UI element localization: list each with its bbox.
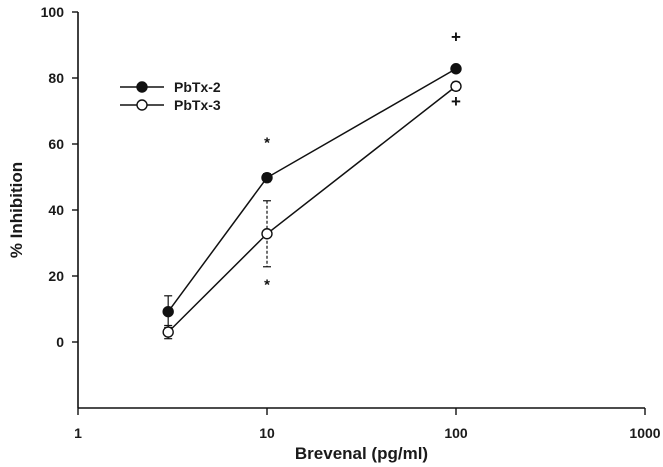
- y-tick-label: 100: [41, 4, 65, 20]
- legend-marker-pbtx-2: [136, 81, 148, 93]
- legend-label-pbtx-2: PbTx-2: [174, 79, 221, 95]
- data-point-pbtx-3: [450, 80, 462, 92]
- annotation-mark: +: [451, 92, 461, 111]
- y-tick-label: 20: [48, 268, 64, 284]
- y-tick-label: 60: [48, 136, 64, 152]
- series-line-pbtx-3: [167, 85, 457, 333]
- y-tick-label: 40: [48, 202, 64, 218]
- legend-marker-pbtx-3: [136, 99, 148, 111]
- y-axis-title: % Inhibition: [7, 162, 26, 258]
- annotations: * * + +: [264, 28, 461, 294]
- data-point-pbtx-3: [162, 326, 174, 338]
- y-tick-label: 0: [56, 334, 64, 350]
- data-point-pbtx-2: [261, 171, 273, 184]
- markers: [162, 63, 462, 338]
- x-tick-label: 1: [74, 425, 82, 441]
- data-point-pbtx-2: [450, 63, 462, 75]
- legend-label-pbtx-3: PbTx-3: [174, 97, 221, 113]
- annotation-mark: *: [264, 277, 270, 294]
- y-tick-label: 80: [48, 70, 64, 86]
- x-tick-label: 10: [259, 425, 275, 441]
- x-axis-title: Brevenal (pg/ml): [295, 444, 428, 463]
- annotation-mark: +: [451, 28, 461, 47]
- data-point-pbtx-2: [162, 305, 174, 318]
- legend: PbTx-2 PbTx-3: [120, 79, 221, 113]
- axes: [77, 12, 645, 409]
- annotation-mark: *: [264, 135, 270, 152]
- tick-labels: 0 20 40 60 80 100 1 10 100 1000: [41, 4, 661, 441]
- ticks: [72, 11, 646, 415]
- data-point-pbtx-3: [261, 228, 273, 240]
- x-tick-label: 1000: [629, 425, 660, 441]
- x-tick-label: 100: [444, 425, 468, 441]
